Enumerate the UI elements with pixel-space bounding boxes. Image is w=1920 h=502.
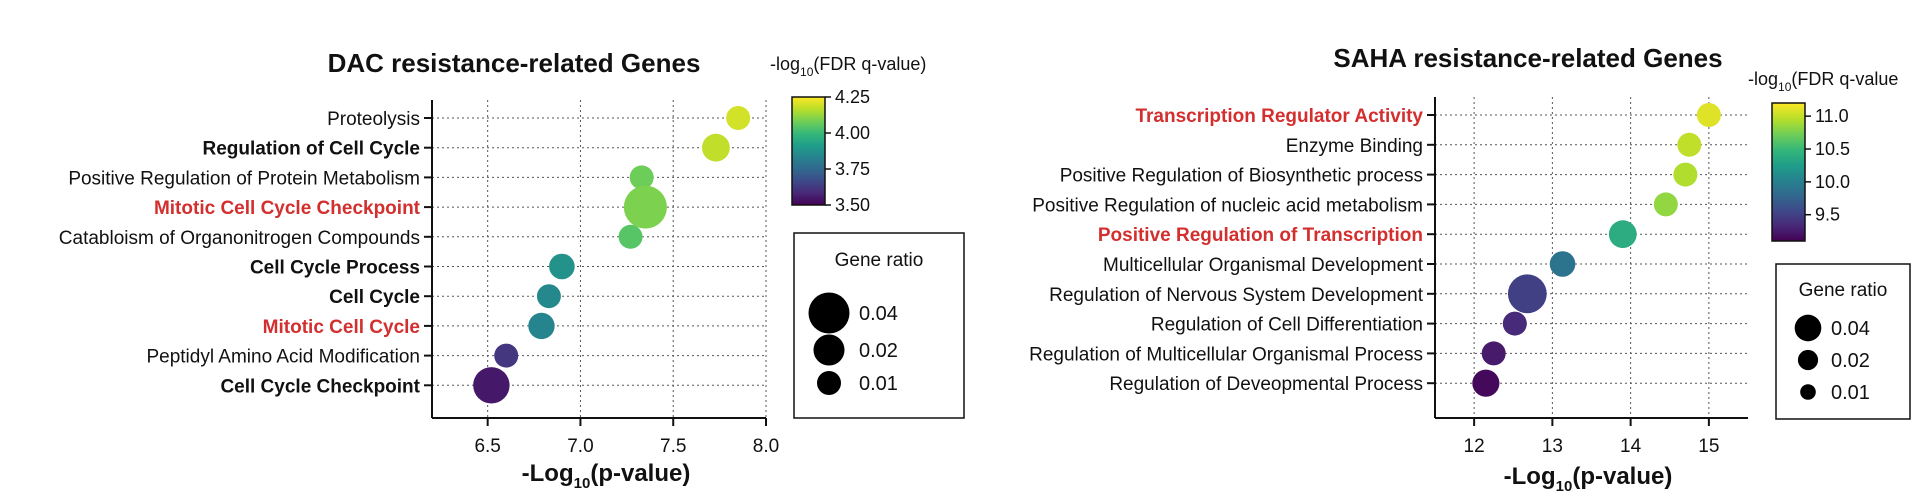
colorbar-tick-label: 3.75 <box>835 159 870 179</box>
colorbar-title-prefix: -log <box>1748 69 1778 89</box>
size-legend-circle <box>813 334 845 366</box>
data-point <box>1677 132 1702 157</box>
colorbar-title: -log10(FDR q-value <box>1748 69 1898 94</box>
x-tick-label: 12 <box>1464 436 1485 457</box>
colorbar-title-sub: 10 <box>800 65 814 79</box>
size-legend-label: 0.01 <box>1831 382 1870 404</box>
colorbar-tick-label: 10.0 <box>1815 172 1850 192</box>
data-point <box>1608 220 1637 249</box>
colorbar-title-prefix: -log <box>770 54 800 74</box>
data-point <box>536 284 561 309</box>
data-point <box>701 133 730 162</box>
x-axis-label: -Log10(p-value) <box>1504 463 1673 495</box>
data-point <box>629 165 654 190</box>
category-label: Cell Cycle Checkpoint <box>220 376 420 397</box>
category-label: Multicellular Organismal Development <box>1103 255 1424 276</box>
category-label: Regulation of Deveopmental Process <box>1109 374 1423 395</box>
chart-title: DAC resistance-related Genes <box>328 48 701 78</box>
colorbar-tick-label: 4.25 <box>835 87 870 107</box>
colorbar-title-sub: 10 <box>1778 80 1792 94</box>
dac-chart-panel: DAC resistance-related Genes Proteolysis R… <box>59 48 965 492</box>
category-label: Regulation of Multicellular Organismal P… <box>1029 344 1423 365</box>
size-legend-circle <box>808 292 850 334</box>
data-point <box>1653 192 1678 217</box>
category-label: Regulation of Nervous System Development <box>1049 285 1424 306</box>
size-legend-label: 0.02 <box>859 340 898 362</box>
x-tick-label: 7.0 <box>567 436 593 457</box>
colorbar-tick-label: 4.00 <box>835 123 870 143</box>
x-axis-label: -Log10(p-value) <box>522 460 691 492</box>
category-label: Positive Regulation of Transcription <box>1098 225 1423 246</box>
x-tick-label: 14 <box>1620 436 1642 457</box>
data-point <box>528 312 555 340</box>
colorbar-tick-label: 3.50 <box>835 195 870 215</box>
size-legend-circle <box>1794 314 1822 342</box>
data-point <box>1549 251 1576 277</box>
colorbar <box>791 96 826 206</box>
category-label: Catabloism of Organonitrogen Compounds <box>59 228 420 249</box>
colorbar-tick-label: 9.5 <box>1815 205 1840 225</box>
colorbar <box>1771 102 1806 242</box>
data-point <box>1673 162 1698 187</box>
chart-title: SAHA resistance-related Genes <box>1333 43 1722 73</box>
size-legend-title: Gene ratio <box>835 250 924 271</box>
size-legend-circle <box>817 371 841 395</box>
data-point <box>1502 311 1527 336</box>
category-label: Mitotic Cell Cycle <box>263 317 420 338</box>
category-label: Proteolysis <box>327 109 420 130</box>
category-label: Peptidyl Amino Acid Modification <box>146 347 420 368</box>
size-legend-label: 0.04 <box>859 303 898 325</box>
x-axis-label-rest: (p-value) <box>590 460 690 487</box>
colorbar-title-suffix: (FDR q-value <box>1791 69 1898 89</box>
category-label: Mitotic Cell Cycle Checkpoint <box>154 198 421 219</box>
data-point <box>1472 369 1500 397</box>
category-label: Transcription Regulator Activity <box>1135 106 1423 127</box>
category-label: Positive Regulation of nucleic acid meta… <box>1032 195 1423 216</box>
x-tick-label: 13 <box>1542 436 1563 457</box>
x-tick-label: 7.5 <box>660 436 686 457</box>
x-axis-label-sub: 10 <box>1556 478 1573 495</box>
x-axis-label-rest: (p-value) <box>1572 463 1672 490</box>
x-tick-label: 15 <box>1698 436 1719 457</box>
category-label: Regulation of Cell Differentiation <box>1151 315 1423 336</box>
data-point <box>1507 274 1547 314</box>
category-label: Cell Cycle Process <box>250 258 420 279</box>
x-axis-label-main: -Log <box>522 460 574 487</box>
data-point <box>726 106 751 130</box>
data-point <box>473 367 510 404</box>
data-point <box>549 253 575 280</box>
data-point <box>618 224 643 249</box>
size-legend-circle <box>1800 384 1816 400</box>
colorbar-tick-label: 10.5 <box>1815 139 1850 159</box>
category-label: Enzyme Binding <box>1286 136 1423 157</box>
size-legend-circle <box>1797 349 1819 371</box>
size-legend-label: 0.04 <box>1831 318 1870 340</box>
x-tick-label: 8.0 <box>753 436 779 457</box>
data-point <box>494 343 519 368</box>
category-label: Positive Regulation of Protein Metabolis… <box>68 168 420 189</box>
colorbar-title-suffix: (FDR q-value) <box>813 54 926 74</box>
data-point <box>1696 103 1721 127</box>
data-point <box>623 185 667 229</box>
x-tick-label: 6.5 <box>474 436 500 457</box>
category-label: Cell Cycle <box>329 287 420 308</box>
colorbar-tick-label: 11.0 <box>1815 106 1849 126</box>
category-label: Regulation of Cell Cycle <box>203 139 420 160</box>
category-label: Positive Regulation of Biosynthetic proc… <box>1060 166 1423 187</box>
size-legend-title: Gene ratio <box>1799 280 1888 301</box>
size-legend-label: 0.01 <box>859 373 898 395</box>
data-point <box>1481 341 1506 366</box>
saha-chart-panel: SAHA resistance-related Genes Transcripti… <box>1029 43 1911 495</box>
size-legend-label: 0.02 <box>1831 350 1870 372</box>
colorbar-title: -log10(FDR q-value) <box>770 54 926 79</box>
x-axis-label-main: -Log <box>1504 463 1556 490</box>
x-axis-label-sub: 10 <box>574 475 591 492</box>
size-legend-box <box>1775 263 1911 420</box>
